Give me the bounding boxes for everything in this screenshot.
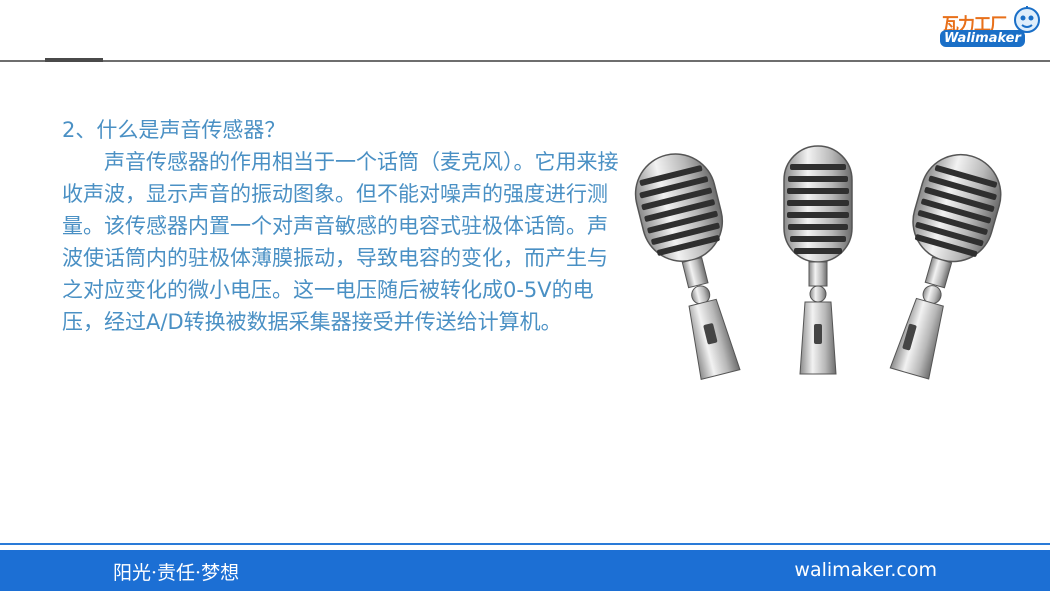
footer-bar: 阳光·责任·梦想 walimaker.com [0,550,1050,591]
logo-english-text: Walimaker [940,30,1025,47]
content-text-block: 2、什么是声音传感器？ 声音传感器的作用相当于一个话筒（麦克风）。它用来接收声波… [62,114,622,338]
footer-website-link[interactable]: walimaker.com [794,559,937,581]
microphone-left-icon [634,153,741,380]
footer-slogan: 阳光·责任·梦想 [113,562,240,584]
walimaker-logo: 瓦力工厂 Walimaker [938,4,1042,56]
microphone-image [634,145,1002,380]
header-divider-accent [45,58,103,62]
microphone-right-icon [889,153,1002,380]
section-heading: 2、什么是声音传感器？ [62,118,286,142]
robot-mascot-icon [1014,6,1040,33]
footer-top-line [0,543,1050,545]
header-divider [0,60,1050,62]
section-paragraph: 声音传感器的作用相当于一个话筒（麦克风）。它用来接收声波，显示声音的振动图象。但… [62,150,619,334]
microphone-center-icon [783,145,853,375]
